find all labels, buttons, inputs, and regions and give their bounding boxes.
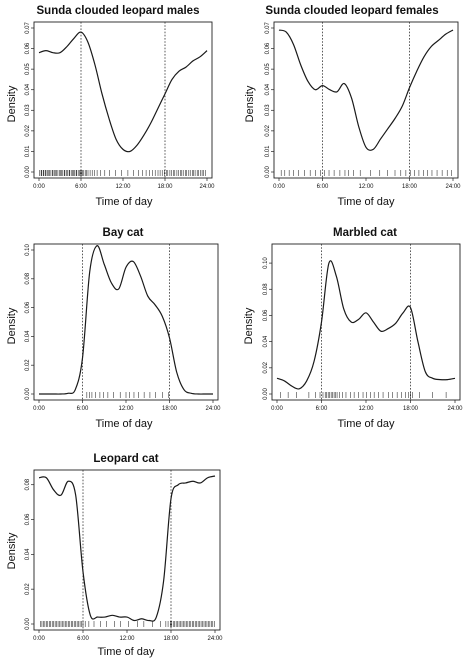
y-tick-label: 0.03 <box>265 104 271 116</box>
y-tick-label: 0.05 <box>25 63 31 75</box>
plot-area: 0.00 0.01 0.02 0.03 0.04 0.05 0.06 0.07 0:00 6:00… <box>265 22 461 190</box>
x-tick-label: 18:00 <box>162 406 178 412</box>
y-tick-label: 0.04 <box>265 83 271 95</box>
y-axis-label: Density <box>243 307 255 344</box>
y-tick-label: 0.02 <box>25 359 31 371</box>
y-tick-label: 0.00 <box>25 166 31 178</box>
x-tick-label: 12:00 <box>119 636 135 642</box>
density-curve <box>39 245 213 395</box>
x-tick-label: 18:00 <box>403 406 419 412</box>
y-axis-label: Density <box>6 532 18 569</box>
y-tick-label: 0.00 <box>265 166 271 178</box>
x-tick-label: 18:00 <box>157 184 173 190</box>
x-tick-label: 12:00 <box>115 184 131 190</box>
y-tick-label: 0.08 <box>263 283 269 295</box>
x-tick-label: 24:00 <box>205 406 221 412</box>
x-axis-label: Time of day <box>95 418 153 430</box>
x-tick-label: 6:00 <box>317 184 329 190</box>
density-curve <box>38 475 216 622</box>
plot-frame <box>33 21 213 179</box>
x-tick-label: 18:00 <box>402 184 418 190</box>
x-tick-label: 12:00 <box>358 184 374 190</box>
panel-title: Leopard cat <box>93 453 158 465</box>
plot-area: 0.00 0.02 0.04 0.06 0.08 0.10 0:00 6:00 12:00 18:… <box>25 244 221 412</box>
x-tick-label: 24:00 <box>445 184 461 190</box>
y-tick-label: 0.06 <box>265 42 271 54</box>
y-tick-label: 0.02 <box>25 583 31 595</box>
y-tick-label: 0.07 <box>265 22 271 34</box>
x-tick-label: 6:00 <box>77 636 89 642</box>
x-axis-label: Time of day <box>97 646 155 658</box>
y-tick-label: 0.08 <box>25 478 31 490</box>
x-tick-label: 12:00 <box>358 406 374 412</box>
x-tick-label: 18:00 <box>163 636 179 642</box>
plot-area: 0.00 0.02 0.04 0.06 0.08 0.10 0:00 6:00 12:00 18:… <box>263 243 463 412</box>
y-axis-label: Density <box>244 85 256 122</box>
x-tick-label: 6:00 <box>75 184 87 190</box>
y-tick-label: 0.03 <box>25 104 31 116</box>
x-tick-label: 0:00 <box>273 184 285 190</box>
y-tick-label: 0.08 <box>25 272 31 284</box>
y-axis-label: Density <box>6 307 18 344</box>
x-tick-label: 24:00 <box>199 184 215 190</box>
panel-sunda-clouded-leopard-females: Sunda clouded leopard females Density Ti… <box>244 5 461 208</box>
panel-title: Sunda clouded leopard females <box>265 5 438 17</box>
y-axis-label: Density <box>6 85 18 122</box>
y-tick-label: 0.00 <box>25 618 31 630</box>
x-tick-label: 0:00 <box>33 406 45 412</box>
x-axis-label: Time of day <box>337 196 395 208</box>
y-tick-label: 0.10 <box>25 244 31 256</box>
y-tick-label: 0.02 <box>263 361 269 373</box>
x-tick-label: 12:00 <box>118 406 134 412</box>
x-tick-label: 0:00 <box>33 636 45 642</box>
y-tick-label: 0.01 <box>25 145 31 157</box>
x-tick-label: 6:00 <box>77 406 89 412</box>
panel-bay-cat: Bay cat Density Time of day 0.00 0.02 0.04… <box>6 227 221 430</box>
density-curve <box>276 260 456 390</box>
x-tick-label: 24:00 <box>207 636 223 642</box>
panel-marbled-cat: Marbled cat Density Time of day 0.00 0.02… <box>243 227 463 430</box>
panel-title: Bay cat <box>103 227 144 239</box>
panel-title: Sunda clouded leopard males <box>37 5 200 17</box>
y-tick-label: 0.06 <box>263 309 269 321</box>
x-axis-label: Time of day <box>95 196 153 208</box>
y-tick-label: 0.00 <box>25 388 31 400</box>
x-axis-label: Time of day <box>337 418 395 430</box>
density-curve <box>278 29 454 151</box>
x-tick-label: 0:00 <box>271 406 283 412</box>
y-tick-label: 0.04 <box>25 330 31 342</box>
x-tick-label: 0:00 <box>33 184 45 190</box>
y-tick-label: 0.05 <box>265 63 271 75</box>
y-tick-label: 0.04 <box>263 335 269 347</box>
y-tick-label: 0.06 <box>25 42 31 54</box>
y-tick-label: 0.10 <box>263 257 269 269</box>
x-tick-label: 6:00 <box>316 406 328 412</box>
plot-frame <box>273 21 459 179</box>
density-curve <box>38 31 208 153</box>
y-tick-label: 0.06 <box>25 513 31 525</box>
panel-sunda-clouded-leopard-males: Sunda clouded leopard males Density Time… <box>6 5 215 208</box>
plot-area: 0.00 0.01 0.02 0.03 0.04 0.05 0.06 0.07 0:00 6:00… <box>25 22 215 190</box>
y-tick-label: 0.01 <box>265 145 271 157</box>
plot-frame <box>271 243 461 401</box>
panel-title: Marbled cat <box>333 227 397 239</box>
y-tick-label: 0.07 <box>25 22 31 34</box>
plot-area: 0.00 0.02 0.04 0.06 0.08 0:00 6:00 12:00 18:00 24… <box>25 469 223 642</box>
panel-leopard-cat: Leopard cat Density Time of day 0.00 0.02… <box>6 453 223 658</box>
x-tick-label: 24:00 <box>447 406 463 412</box>
y-tick-label: 0.02 <box>265 124 271 136</box>
y-tick-label: 0.00 <box>263 388 269 400</box>
y-tick-label: 0.04 <box>25 83 31 95</box>
y-tick-label: 0.06 <box>25 301 31 313</box>
y-tick-label: 0.02 <box>25 124 31 136</box>
y-tick-label: 0.04 <box>25 548 31 560</box>
